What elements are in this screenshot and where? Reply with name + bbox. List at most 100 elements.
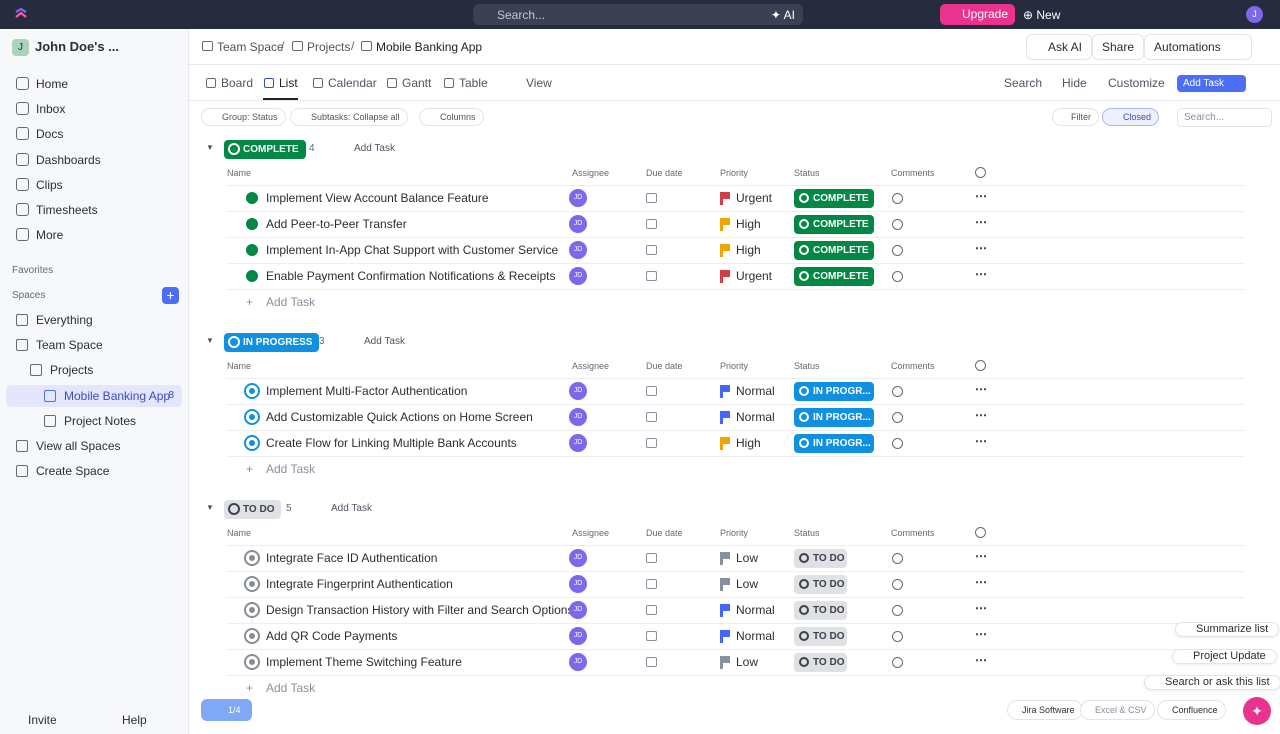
task-name[interactable]: Implement In-App Chat Support with Custo… [266, 243, 559, 257]
task-status-icon[interactable] [246, 411, 258, 423]
add-space[interactable]: + [162, 287, 179, 304]
priority-label[interactable]: High [736, 243, 761, 257]
comment-icon[interactable] [892, 438, 903, 449]
add-column[interactable] [975, 360, 986, 371]
filter-search[interactable]: Search... [1177, 108, 1272, 127]
tree-item[interactable]: View all Spaces [6, 435, 182, 457]
add-column[interactable] [975, 167, 986, 178]
invite-button[interactable]: Invite [28, 713, 57, 727]
assignee-avatar[interactable]: JD [569, 653, 587, 671]
workspace-name[interactable]: John Doe's ... [35, 39, 119, 54]
assignee-avatar[interactable]: JD [569, 189, 587, 207]
assignee-avatar[interactable]: JD [569, 382, 587, 400]
nav-item[interactable]: More [8, 225, 180, 245]
priority-label[interactable]: High [736, 217, 761, 231]
task-status-pill[interactable]: COMPLETE [794, 266, 874, 286]
integration[interactable]: Excel & CSV [1080, 700, 1155, 720]
task-status-pill[interactable]: TO DO [794, 626, 847, 646]
nav-item[interactable]: Dashboards [8, 150, 180, 170]
due-date-icon[interactable] [646, 579, 657, 589]
task-name[interactable]: Add QR Code Payments [266, 629, 398, 643]
priority-label[interactable]: Low [736, 577, 759, 591]
nav-item[interactable]: Docs [8, 124, 180, 144]
comment-icon[interactable] [892, 245, 903, 256]
due-date-icon[interactable] [646, 657, 657, 667]
task-status-icon[interactable] [246, 270, 258, 282]
breadcrumb-item[interactable]: Team Space [217, 40, 284, 54]
assignee-avatar[interactable]: JD [569, 241, 587, 259]
view-tab[interactable]: List [279, 76, 298, 90]
task-status-icon[interactable] [246, 192, 258, 204]
task-name[interactable]: Add Peer-to-Peer Transfer [266, 217, 407, 231]
due-date-icon[interactable] [646, 412, 657, 422]
collapse-arrow[interactable]: ▼ [206, 143, 214, 152]
task-status-pill[interactable]: COMPLETE [794, 214, 874, 234]
priority-label[interactable]: Urgent [736, 191, 773, 205]
tree-item[interactable]: Everything [6, 309, 182, 331]
task-status-pill[interactable]: IN PROGR... [794, 407, 874, 427]
group-add-task[interactable]: Add Task [331, 503, 372, 514]
ai-action[interactable]: Search or ask this list [1144, 675, 1280, 690]
priority-label[interactable]: Normal [736, 384, 775, 398]
comment-icon[interactable] [892, 193, 903, 204]
task-status-icon[interactable] [246, 437, 258, 449]
assignee-avatar[interactable]: JD [569, 627, 587, 645]
priority-label[interactable]: Normal [736, 629, 775, 643]
comment-icon[interactable] [892, 631, 903, 642]
add-row-label[interactable]: Add Task [266, 462, 316, 476]
nav-item[interactable]: Timesheets [8, 200, 180, 220]
tree-item[interactable]: Projects [6, 359, 182, 381]
comment-icon[interactable] [892, 219, 903, 230]
assignee-avatar[interactable]: JD [569, 215, 587, 233]
task-status-icon[interactable] [246, 385, 258, 397]
task-name[interactable]: Implement Theme Switching Feature [266, 655, 462, 669]
breadcrumb-item[interactable]: Mobile Banking App [376, 40, 483, 54]
share-button[interactable]: Share [1092, 34, 1145, 60]
task-name[interactable]: Design Transaction History with Filter a… [266, 603, 574, 617]
nav-item[interactable]: Home [8, 74, 180, 94]
due-date-icon[interactable] [646, 631, 657, 641]
comment-icon[interactable] [892, 271, 903, 282]
task-name[interactable]: Integrate Face ID Authentication [266, 551, 438, 565]
view-tab[interactable]: Board [221, 76, 254, 90]
collapse-arrow[interactable]: ▼ [206, 336, 214, 345]
assignee-avatar[interactable]: JD [569, 267, 587, 285]
row-menu[interactable]: ⋯ [975, 434, 987, 448]
task-status-icon[interactable] [246, 244, 258, 256]
row-menu[interactable]: ⋯ [975, 382, 987, 396]
user-avatar[interactable]: J [1246, 6, 1263, 23]
automations-button[interactable]: Automations [1144, 34, 1252, 60]
row-menu[interactable]: ⋯ [975, 215, 987, 229]
comment-icon[interactable] [892, 553, 903, 564]
add-task-button[interactable]: Add Task [1177, 75, 1246, 92]
filter-button[interactable]: Filter [1052, 108, 1099, 126]
task-status-pill[interactable]: TO DO [794, 548, 847, 568]
due-date-icon[interactable] [646, 193, 657, 203]
task-status-pill[interactable]: COMPLETE [794, 240, 874, 260]
integration[interactable]: Jira Software [1007, 700, 1083, 720]
row-menu[interactable]: ⋯ [975, 241, 987, 255]
due-date-icon[interactable] [646, 605, 657, 615]
row-menu[interactable]: ⋯ [975, 189, 987, 203]
comment-icon[interactable] [892, 605, 903, 616]
row-menu[interactable]: ⋯ [975, 575, 987, 589]
breadcrumb-item[interactable]: Projects [307, 40, 351, 54]
row-menu[interactable]: ⋯ [975, 601, 987, 615]
due-date-icon[interactable] [646, 438, 657, 448]
group-add-task[interactable]: Add Task [354, 143, 395, 154]
onboarding-badge[interactable]: 1/4 [201, 699, 252, 721]
help-button[interactable]: Help [122, 713, 147, 727]
due-date-icon[interactable] [646, 245, 657, 255]
comment-icon[interactable] [892, 386, 903, 397]
assignee-avatar[interactable]: JD [569, 549, 587, 567]
due-date-icon[interactable] [646, 386, 657, 396]
favorites-header[interactable]: Favorites [12, 265, 54, 276]
priority-label[interactable]: Low [736, 551, 759, 565]
task-status-icon[interactable] [246, 552, 258, 564]
filter-chip[interactable]: Group: Status [201, 108, 286, 126]
assignee-avatar[interactable]: JD [569, 575, 587, 593]
row-menu[interactable]: ⋯ [975, 408, 987, 422]
tree-item[interactable]: Create Space [6, 460, 182, 482]
task-status-pill[interactable]: IN PROGR... [794, 381, 874, 401]
add-row-label[interactable]: Add Task [266, 295, 316, 309]
